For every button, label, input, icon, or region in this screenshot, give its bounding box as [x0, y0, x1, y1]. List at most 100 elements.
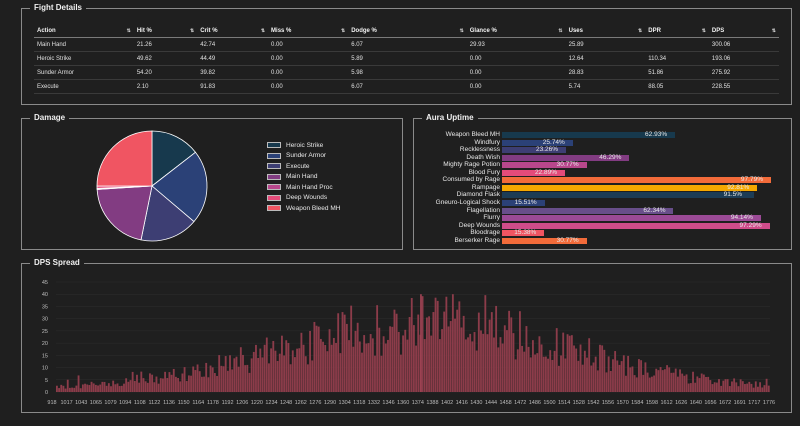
- histogram-bar: [473, 332, 476, 392]
- histogram-bar: [402, 335, 405, 392]
- table-cell: Execute: [34, 79, 134, 94]
- histogram-bar: [300, 332, 303, 392]
- column-header[interactable]: Crit % ⇅: [197, 25, 269, 38]
- histogram-bar: [408, 317, 411, 392]
- sort-icon: ⇅: [126, 28, 131, 34]
- histogram-bar: [573, 345, 575, 392]
- x-tick-label: 1318: [353, 400, 365, 406]
- histogram-bar: [337, 313, 340, 392]
- x-tick-label: 1672: [719, 400, 731, 406]
- histogram-bar: [382, 336, 385, 392]
- histogram-bar: [86, 384, 89, 392]
- x-tick-label: 1374: [412, 400, 424, 406]
- histogram-bar: [464, 339, 467, 392]
- table-cell: 49.62: [133, 51, 198, 66]
- x-tick-label: 1598: [646, 400, 658, 406]
- table-cell: 44.49: [197, 51, 269, 66]
- aura-value-label: 30.77%: [556, 236, 579, 244]
- legend-item[interactable]: Sunder Armor: [267, 151, 340, 162]
- aura-label: Berserker Rage: [454, 236, 500, 244]
- histogram-bar: [294, 357, 296, 392]
- table-row: Execute 2.10 91.83 0.00 6.07 0.00 5.74 88.05 228…: [34, 79, 779, 94]
- histogram-bar: [309, 330, 311, 392]
- histogram-bar: [625, 375, 627, 392]
- histogram-bar: [607, 356, 610, 392]
- histogram-bar: [551, 359, 554, 392]
- y-tick-label: 35: [42, 304, 48, 310]
- legend-item[interactable]: Deep Wounds: [267, 193, 340, 204]
- histogram-bar: [484, 295, 487, 392]
- legend-item[interactable]: Weapon Bleed MH: [267, 203, 340, 214]
- aura-value-label: 30.77%: [556, 161, 579, 169]
- histogram-bar: [56, 385, 58, 392]
- histogram-bar: [765, 378, 768, 392]
- histogram-bar: [508, 310, 511, 392]
- column-header[interactable]: Hit % ⇅: [133, 25, 198, 38]
- histogram-bar: [438, 339, 441, 392]
- pie-slice-weapon-bleed-mh: [96, 130, 153, 187]
- aura-value-label: 25.74%: [542, 138, 565, 146]
- column-header[interactable]: Glance % ⇅: [466, 25, 566, 38]
- histogram-bar: [265, 337, 268, 392]
- fight-details-panel: Fight Details Action ⇅ Hit % ⇅ Crit % ⇅ Miss %…: [21, 1, 792, 105]
- histogram-bar: [371, 338, 374, 392]
- histogram-bar: [542, 356, 545, 392]
- y-tick-label: 0: [45, 390, 48, 396]
- histogram-bar: [384, 343, 387, 392]
- aura-value-label: 91.5%: [723, 191, 743, 199]
- legend-label: Deep Wounds: [286, 194, 328, 202]
- histogram-bar: [471, 341, 474, 392]
- x-tick-label: 1043: [75, 400, 87, 406]
- column-header[interactable]: DPS ⇅: [708, 25, 779, 38]
- histogram-bar: [380, 355, 383, 392]
- aura-label: Diamond Flask: [456, 191, 500, 199]
- legend-item[interactable]: Main Hand Proc: [267, 182, 340, 193]
- pie-slice-sunder-armor: [151, 151, 208, 223]
- histogram-bar: [237, 366, 240, 392]
- histogram-bar: [239, 347, 242, 392]
- legend-item[interactable]: Execute: [267, 161, 340, 172]
- histogram-bar: [369, 334, 372, 392]
- histogram-bar: [268, 363, 270, 392]
- histogram-bar: [495, 305, 498, 392]
- table-cell: 193.06: [708, 51, 779, 66]
- legend-item[interactable]: Heroic Strike: [267, 140, 340, 151]
- histogram-bar: [449, 321, 452, 392]
- x-tick-label: 1612: [660, 400, 672, 406]
- aura-bar: [502, 222, 770, 229]
- column-header[interactable]: Uses ⇅: [565, 25, 646, 38]
- histogram-bar: [659, 367, 662, 392]
- histogram-bar: [527, 346, 530, 392]
- column-header-label: Dodge %: [351, 28, 377, 34]
- column-header[interactable]: Miss % ⇅: [268, 25, 349, 38]
- x-tick-label: 1206: [236, 400, 248, 406]
- x-tick-label: 1486: [529, 400, 541, 406]
- table-cell: 12.64: [565, 51, 646, 66]
- legend-item[interactable]: Main Hand: [267, 172, 340, 183]
- histogram-bar: [209, 365, 212, 392]
- table-cell: 0.00: [268, 65, 349, 80]
- histogram-bar: [313, 321, 316, 392]
- legend-label: Execute: [286, 162, 310, 170]
- histogram-bar: [149, 373, 151, 392]
- aura-label: Mighty Rage Potion: [443, 161, 500, 169]
- histogram-bar: [376, 305, 379, 392]
- histogram-bar: [183, 367, 186, 392]
- column-header[interactable]: DPR ⇅: [645, 25, 709, 38]
- histogram-bar: [441, 329, 443, 392]
- aura-label: Consumed by Rage: [442, 176, 500, 184]
- damage-legend: Heroic Strike Sunder Armor Execute Main Han…: [267, 140, 340, 214]
- histogram-bar: [728, 386, 731, 392]
- column-header[interactable]: Action ⇅: [34, 25, 134, 38]
- histogram-bar: [672, 372, 675, 392]
- histogram-peak-bar: [420, 294, 422, 392]
- table-cell: 25.89: [565, 37, 646, 52]
- histogram-bar: [330, 344, 333, 392]
- table-cell: 110.34: [645, 51, 709, 66]
- column-header[interactable]: Dodge % ⇅: [348, 25, 467, 38]
- histogram-bar: [220, 365, 223, 392]
- histogram-bar: [77, 375, 80, 392]
- pie-slice-execute: [140, 185, 195, 242]
- histogram-bar: [413, 325, 415, 392]
- histogram-bar: [737, 386, 740, 392]
